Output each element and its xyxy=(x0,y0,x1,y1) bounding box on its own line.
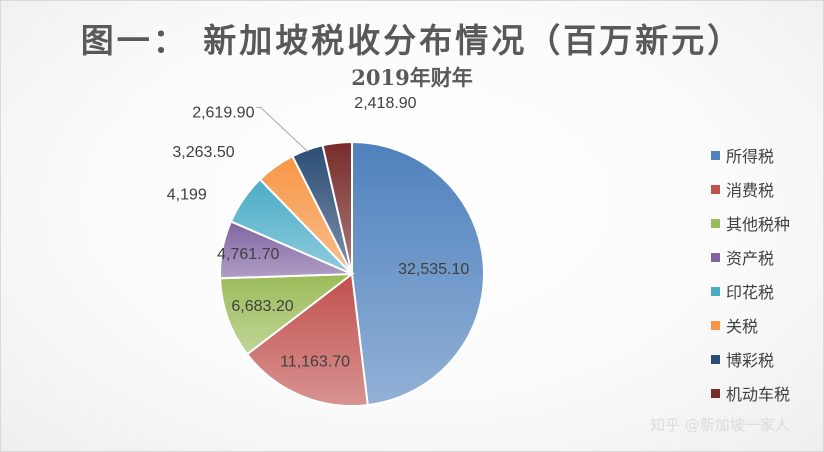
pie-slice-2 xyxy=(245,272,369,407)
data-label-2: 11,163.70 xyxy=(280,354,350,371)
watermark: 知乎 @新加坡一家人 xyxy=(650,416,790,434)
legend-label: 博彩税 xyxy=(726,351,775,370)
legend-swatch xyxy=(711,150,720,160)
data-label-6: 3,263.50 xyxy=(172,144,234,161)
legend-swatch xyxy=(711,320,720,330)
pie-slice-3 xyxy=(219,272,356,356)
legend-item: 印花税 xyxy=(711,274,811,308)
legend-item: 资产税 xyxy=(711,240,811,274)
leader-line xyxy=(256,106,309,153)
data-label-7: 2,619.90 xyxy=(192,104,254,121)
pie-slice-8 xyxy=(321,140,353,275)
legend-label: 机动车税 xyxy=(726,385,791,404)
data-label-1: 32,535.10 xyxy=(398,261,469,278)
legend-swatch xyxy=(711,286,720,296)
data-label-8: 2,418.90 xyxy=(354,95,416,112)
chart-title: 图一： 新加坡税收分布情况（百万新元） xyxy=(80,21,744,60)
legend-swatch xyxy=(711,252,720,262)
legend-swatch xyxy=(711,388,720,398)
pie-slice-1 xyxy=(351,140,485,407)
legend-item: 其他税种 xyxy=(711,206,811,240)
legend: 所得税消费税其他税种资产税印花税关税博彩税机动车税 xyxy=(711,138,811,410)
legend-label: 资产税 xyxy=(726,249,775,268)
legend-label: 其他税种 xyxy=(726,215,791,234)
legend-swatch xyxy=(711,354,720,364)
legend-label: 关税 xyxy=(726,317,759,336)
data-label-4: 4,761.70 xyxy=(217,246,279,263)
chart-subtitle: 2019年财年 xyxy=(351,65,473,90)
data-label-5: 4,199 xyxy=(167,186,207,203)
legend-item: 机动车税 xyxy=(711,376,811,410)
legend-label: 印花税 xyxy=(726,283,775,302)
legend-label: 所得税 xyxy=(726,147,775,166)
data-label-3: 6,683.20 xyxy=(231,298,293,315)
legend-item: 消费税 xyxy=(711,172,811,206)
legend-item: 所得税 xyxy=(711,138,811,172)
legend-item: 关税 xyxy=(711,308,811,342)
legend-label: 消费税 xyxy=(726,181,775,200)
legend-swatch xyxy=(711,184,720,194)
legend-item: 博彩税 xyxy=(711,342,811,376)
legend-swatch xyxy=(711,218,720,228)
